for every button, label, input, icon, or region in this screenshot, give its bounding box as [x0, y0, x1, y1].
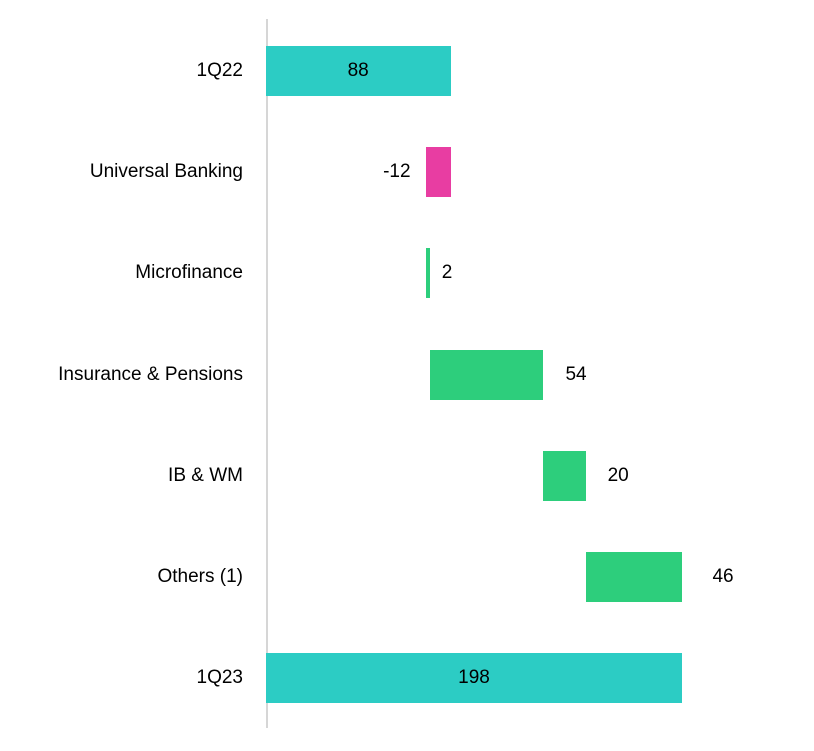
value-label-ib-wm: 20 [607, 464, 629, 486]
bar-others-1 [585, 551, 683, 602]
value-label-1q23: 198 [458, 667, 490, 689]
bar-1q23 [265, 653, 683, 704]
category-label-universal-banking: Universal Banking [89, 161, 243, 183]
category-label-1q22: 1Q22 [196, 59, 243, 81]
category-label-1q23: 1Q23 [196, 667, 243, 689]
category-label-others-1: Others (1) [157, 565, 243, 587]
value-label-1q22: 88 [347, 59, 369, 81]
value-label-insurance-pensions: 54 [565, 363, 587, 385]
bar-ib-wm [543, 450, 586, 501]
category-label-microfinance: Microfinance [135, 262, 243, 284]
bar-universal-banking [425, 147, 451, 198]
bar-microfinance [425, 248, 430, 299]
value-label-microfinance: 2 [441, 262, 453, 284]
category-axis-line [265, 19, 268, 728]
value-label-universal-banking: -12 [383, 161, 411, 183]
bar-1q22 [265, 45, 451, 96]
value-label-others-1: 46 [712, 565, 734, 587]
bar-insurance-pensions [429, 349, 544, 400]
category-label-ib-wm: IB & WM [168, 464, 243, 486]
category-label-insurance-pensions: Insurance & Pensions [58, 363, 243, 385]
